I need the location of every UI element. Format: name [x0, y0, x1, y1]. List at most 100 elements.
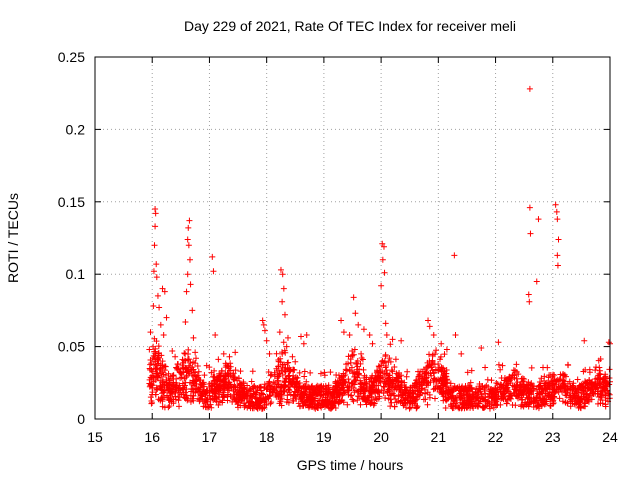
roti-point	[448, 394, 455, 401]
roti-point	[277, 266, 284, 273]
roti-point	[460, 401, 467, 408]
roti-point	[157, 377, 164, 384]
roti-point	[552, 201, 559, 208]
roti-point	[483, 382, 490, 389]
roti-point	[595, 376, 602, 383]
roti-point	[157, 321, 164, 328]
roti-point	[533, 278, 540, 285]
roti-point	[159, 362, 166, 369]
roti-point	[496, 384, 503, 391]
roti-point	[605, 390, 612, 397]
roti-point	[275, 357, 282, 364]
roti-point	[433, 347, 440, 354]
roti-point	[148, 381, 155, 388]
roti-point	[414, 403, 421, 410]
roti-point	[160, 332, 167, 339]
roti-point	[361, 385, 368, 392]
roti-point	[285, 359, 292, 366]
roti-point	[452, 332, 459, 339]
roti-point	[206, 403, 213, 410]
roti-point	[237, 402, 244, 409]
x-tick-label: 22	[488, 429, 504, 445]
roti-point	[283, 343, 290, 350]
roti-point	[184, 271, 191, 278]
roti-point	[383, 367, 390, 374]
roti-point	[342, 366, 349, 373]
roti-point	[170, 400, 177, 407]
roti-point	[281, 388, 288, 395]
roti-point	[271, 369, 278, 376]
roti-point	[235, 397, 242, 404]
roti-point	[280, 339, 287, 346]
roti-point	[369, 340, 376, 347]
roti-point	[383, 363, 390, 370]
roti-point	[152, 348, 159, 355]
roti-point	[260, 321, 267, 328]
roti-point	[524, 396, 531, 403]
roti-point	[544, 364, 551, 371]
roti-point	[441, 351, 448, 358]
roti-point	[572, 395, 579, 402]
x-tick-label: 23	[545, 429, 561, 445]
roti-point	[360, 394, 367, 401]
roti-point	[227, 360, 234, 367]
roti-point	[600, 374, 607, 381]
roti-point	[499, 390, 506, 397]
roti-point	[388, 399, 395, 406]
roti-point	[278, 392, 285, 399]
roti-point	[574, 376, 581, 383]
roti-point	[206, 392, 213, 399]
roti-point	[440, 365, 447, 372]
roti-point	[368, 389, 375, 396]
roti-point	[414, 393, 421, 400]
roti-point	[178, 374, 185, 381]
roti-point	[215, 402, 222, 409]
roti-point	[389, 336, 396, 343]
roti-point	[285, 372, 292, 379]
roti-point	[200, 403, 207, 410]
roti-point	[181, 350, 188, 357]
roti-point	[397, 398, 404, 405]
roti-point	[303, 378, 310, 385]
roti-point	[554, 262, 561, 269]
roti-point	[525, 390, 532, 397]
roti-point	[423, 380, 430, 387]
roti-point	[258, 390, 265, 397]
roti-point	[260, 391, 267, 398]
roti-point	[195, 368, 202, 375]
roti-point	[186, 217, 193, 224]
x-tick-label: 17	[202, 429, 218, 445]
roti-point	[189, 395, 196, 402]
roti-point	[426, 394, 433, 401]
roti-point	[239, 396, 246, 403]
roti-point	[188, 388, 195, 395]
roti-point	[150, 268, 157, 275]
roti-point	[212, 332, 219, 339]
roti-point	[526, 399, 533, 406]
roti-point	[189, 377, 196, 384]
roti-point	[536, 382, 543, 389]
roti-point	[266, 392, 273, 399]
roti-point	[573, 386, 580, 393]
roti-point	[528, 380, 535, 387]
roti-point	[185, 242, 192, 249]
roti-point	[500, 385, 507, 392]
roti-point	[519, 378, 526, 385]
roti-point	[542, 380, 549, 387]
roti-point	[547, 402, 554, 409]
roti-point	[564, 380, 571, 387]
roti-point	[509, 382, 516, 389]
roti-point	[556, 376, 563, 383]
roti-point	[304, 396, 311, 403]
roti-point	[456, 394, 463, 401]
y-tick-label: 0.2	[66, 121, 86, 137]
roti-point	[316, 384, 323, 391]
roti-point	[578, 383, 585, 390]
roti-point	[147, 361, 154, 368]
roti-point	[431, 395, 438, 402]
roti-point	[357, 401, 364, 408]
roti-point	[379, 358, 386, 365]
roti-point	[192, 355, 199, 362]
roti-point	[387, 396, 394, 403]
